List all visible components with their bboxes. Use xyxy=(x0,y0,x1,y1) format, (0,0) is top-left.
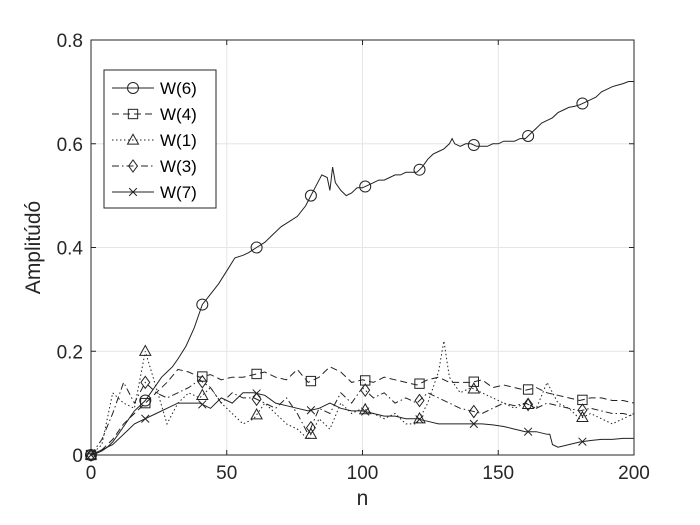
series-w4-marker xyxy=(414,378,425,389)
series-w6-marker xyxy=(522,129,535,142)
x-tick-label: 200 xyxy=(618,463,650,484)
x-tick-label: 50 xyxy=(216,463,237,484)
series-w7-marker xyxy=(141,414,150,423)
legend-entry: W(4) xyxy=(112,105,197,124)
series-w3-marker xyxy=(251,392,262,407)
series-w7-line xyxy=(90,392,634,456)
series-w6-marker xyxy=(304,189,317,202)
legend-marker xyxy=(127,82,139,94)
series-w4-marker xyxy=(360,375,371,386)
series-w3-marker xyxy=(414,393,425,408)
series-w4-marker xyxy=(140,397,151,409)
legend-marker xyxy=(127,159,139,173)
y-tick-label: 0.2 xyxy=(57,342,83,363)
series-w3-marker xyxy=(360,383,371,398)
y-tick-label: 0.4 xyxy=(57,239,84,260)
series-w6-marker xyxy=(413,163,426,176)
series-w4-marker xyxy=(468,376,479,387)
series-w3-marker xyxy=(468,404,479,419)
y-tick-label: 0.6 xyxy=(57,135,83,156)
series-w6-marker xyxy=(139,394,152,407)
legend-entry: W(1) xyxy=(112,131,197,150)
series-w6-marker xyxy=(467,139,480,152)
series-w7-marker xyxy=(361,407,370,416)
y-axis-label: Amplitúdó xyxy=(22,201,45,294)
legend-label: W(3) xyxy=(160,157,197,176)
legend-entry: W(6) xyxy=(112,79,197,98)
series-w6 xyxy=(85,81,634,461)
x-axis-label: n xyxy=(357,487,369,510)
series-w1-marker xyxy=(195,388,209,400)
x-tick-label: 150 xyxy=(482,463,514,484)
series-w3-marker xyxy=(197,374,208,389)
series-w6-marker xyxy=(196,298,209,311)
series-w1-marker xyxy=(250,407,263,420)
legend-box xyxy=(103,69,217,209)
series-w6-marker xyxy=(576,97,589,110)
legend-label: W(4) xyxy=(160,105,197,124)
series-w3 xyxy=(85,374,635,462)
series-layer xyxy=(84,81,635,462)
series-w7-marker xyxy=(469,419,479,429)
series-w7-marker xyxy=(252,389,261,398)
series-w1-line xyxy=(90,340,635,456)
ticks: 0 50 100 150 200 0 0.2 0.4 0.6 0.8 xyxy=(57,31,650,484)
series-w4-marker xyxy=(251,368,262,380)
legend-marker xyxy=(126,133,140,145)
legend-entry: W(3) xyxy=(112,157,197,176)
legend-entry: W(7) xyxy=(112,183,197,202)
series-w1-marker xyxy=(576,410,589,423)
series-w1-marker xyxy=(138,344,152,356)
y-tick-label: 0.8 xyxy=(57,31,83,52)
legend-label: W(6) xyxy=(160,79,197,98)
series-w1-marker xyxy=(413,411,426,424)
series-w3-marker xyxy=(140,375,151,390)
legend-marker xyxy=(127,108,139,120)
series-w6-line xyxy=(90,81,634,456)
series-w3-marker xyxy=(85,448,97,462)
series-w1-marker xyxy=(467,382,481,394)
series-w7-marker xyxy=(523,427,533,436)
y-tick-label: 0 xyxy=(72,446,83,467)
series-w3-marker xyxy=(305,420,316,435)
series-w4-marker xyxy=(305,375,317,387)
series-w7-marker xyxy=(415,415,424,424)
legend: W(6) W(4) W(1) W(3) W(7) xyxy=(103,69,217,209)
series-w6-marker xyxy=(359,180,372,193)
series-w3-marker xyxy=(523,397,534,412)
series-w7-marker xyxy=(578,437,587,446)
series-w4-line xyxy=(90,366,635,456)
x-tick-label: 0 xyxy=(86,463,97,484)
series-w4-marker xyxy=(522,384,534,395)
series-w6-marker xyxy=(250,241,263,254)
series-w7-marker xyxy=(198,400,207,409)
series-w7-marker xyxy=(306,406,316,415)
series-w3-marker xyxy=(577,403,588,418)
series-w7 xyxy=(86,389,634,460)
x-tick-label: 100 xyxy=(347,463,379,484)
legend-label: W(7) xyxy=(160,183,197,202)
legend-label: W(1) xyxy=(160,131,197,150)
legend-marker xyxy=(128,187,138,197)
